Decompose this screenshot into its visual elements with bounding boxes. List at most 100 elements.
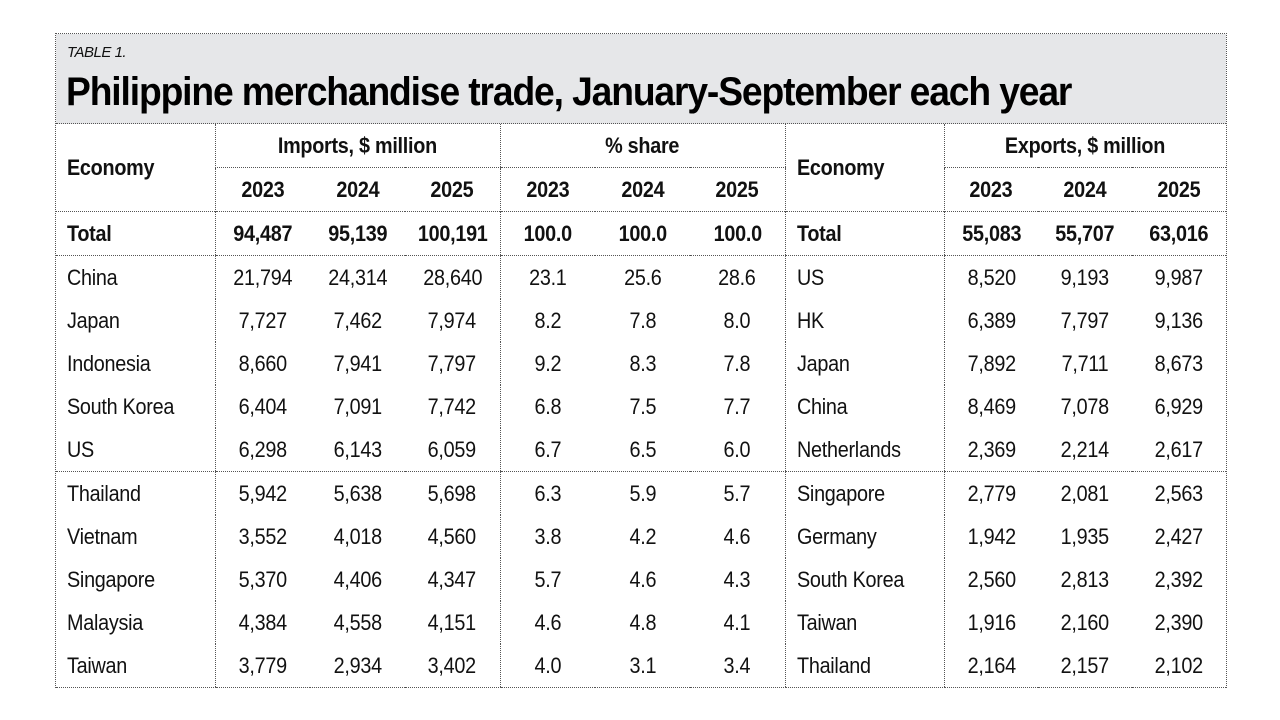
trade-table-frame: TABLE 1. Philippine merchandise trade, J…: [55, 33, 1227, 688]
import-value: 8,660: [214, 342, 310, 385]
import-value: 3,779: [214, 644, 310, 688]
export-value: 1,916: [943, 601, 1039, 644]
share-value: 6.7: [499, 428, 596, 472]
imports-total-label: Total: [56, 211, 215, 256]
share-value: 6.8: [499, 385, 596, 428]
share-value: 3.4: [690, 644, 786, 688]
imports-total-2025: 100,191: [405, 211, 501, 256]
share-value: 8.3: [629, 350, 656, 376]
share-value: 7.8: [723, 350, 751, 376]
import-economy: Vietnam: [67, 523, 138, 549]
export-economy: US: [784, 255, 945, 299]
share-value: 6.0: [690, 428, 786, 472]
import-value: 6,143: [310, 428, 405, 472]
import-value: 3,402: [405, 644, 501, 688]
imports-economy-header: Economy: [67, 154, 155, 180]
import-economy: Indonesia: [67, 350, 151, 376]
share-value: 4.6: [499, 601, 596, 644]
exports-total-2023: 55,083: [943, 211, 1039, 256]
import-value: 6,059: [405, 428, 501, 472]
share-group-header: % share: [499, 124, 786, 168]
share-value: 25.6: [623, 264, 662, 290]
import-economy: Malaysia: [67, 609, 143, 635]
import-value: 5,698: [428, 480, 477, 506]
exports-year-2024: 2024: [1063, 176, 1107, 202]
year-header-row: 2023 2024 2025 2023 2024 2025 2023 2024 …: [56, 167, 1226, 212]
exports-total-2025: 63,016: [1132, 211, 1227, 256]
export-economy: Netherlands: [784, 428, 945, 472]
share-value: 3.8: [499, 515, 596, 558]
import-value: 5,942: [214, 471, 310, 515]
table-row: Vietnam 3,552 4,018 4,560 3.8 4.2 4.6 Ge…: [56, 515, 1226, 558]
export-value: 1,935: [1060, 523, 1110, 549]
imports-group-header: Imports, $ million: [214, 124, 501, 168]
table-row: Japan 7,727 7,462 7,974 8.2 7.8 8.0 HK 6…: [56, 299, 1226, 342]
export-value: 8,520: [943, 255, 1039, 299]
export-value: 1,942: [943, 515, 1039, 558]
export-value: 9,136: [1154, 307, 1204, 333]
export-value: 2,160: [1060, 609, 1110, 635]
import-value: 5,638: [333, 480, 382, 506]
import-value: 4,347: [428, 566, 477, 592]
table-label: TABLE 1.: [67, 44, 127, 61]
imports-year-2024: 2024: [336, 176, 379, 202]
export-value: 2,157: [1038, 644, 1133, 688]
share-year-2024: 2024: [621, 176, 665, 202]
import-value: 28,640: [422, 264, 482, 290]
export-value: 9,987: [1154, 264, 1204, 290]
import-economy: US: [56, 428, 215, 472]
import-value: 7,091: [333, 393, 382, 419]
export-value: 2,563: [1154, 480, 1204, 506]
import-economy: South Korea: [67, 393, 175, 419]
import-economy: Thailand: [67, 480, 141, 506]
import-value: 3,552: [214, 515, 310, 558]
export-value: 6,389: [943, 299, 1039, 342]
import-value: 5,370: [214, 558, 310, 601]
import-value: 4,151: [428, 609, 477, 635]
export-value: 7,078: [1060, 393, 1110, 419]
table-title: Philippine merchandise trade, January-Se…: [66, 70, 1072, 114]
import-economy: Taiwan: [56, 644, 215, 688]
share-value: 4.6: [629, 566, 656, 592]
table-row: China 21,794 24,314 28,640 23.1 25.6 28.…: [56, 255, 1226, 299]
export-economy: Thailand: [784, 644, 945, 688]
export-value: 2,392: [1154, 566, 1204, 592]
share-value: 23.1: [499, 255, 596, 299]
import-value: 4,018: [333, 523, 382, 549]
share-value: 4.8: [629, 609, 656, 635]
share-value: 7.5: [629, 393, 656, 419]
import-value: 21,794: [214, 255, 310, 299]
export-value: 2,214: [1038, 428, 1133, 472]
import-value: 7,941: [333, 350, 382, 376]
import-value: 4,384: [214, 601, 310, 644]
export-value: 2,427: [1154, 523, 1204, 549]
import-value: 4,560: [428, 523, 477, 549]
import-economy: Singapore: [67, 566, 155, 592]
share-value: 4.3: [723, 566, 751, 592]
share-value: 8.0: [723, 307, 751, 333]
share-value: 6.3: [499, 471, 596, 515]
share-value: 5.7: [499, 558, 596, 601]
export-value: 2,779: [943, 471, 1039, 515]
export-value: 7,711: [1061, 350, 1109, 376]
share-value: 4.1: [723, 609, 751, 635]
export-value: 2,617: [1132, 428, 1227, 472]
share-value: 5.9: [629, 480, 656, 506]
export-economy: Germany: [784, 515, 945, 558]
export-value: 2,560: [943, 558, 1039, 601]
table-row: Singapore 5,370 4,406 4,347 5.7 4.6 4.3 …: [56, 558, 1226, 601]
import-value: 7,462: [333, 307, 382, 333]
export-value: 9,193: [1060, 264, 1110, 290]
table-row: South Korea 6,404 7,091 7,742 6.8 7.5 7.…: [56, 385, 1226, 428]
imports-total-2023: 94,487: [214, 211, 310, 256]
exports-total-2024: 55,707: [1038, 211, 1133, 256]
imports-year-2023: 2023: [214, 167, 310, 212]
share-value: 8.2: [499, 299, 596, 342]
import-value: 6,404: [214, 385, 310, 428]
title-band: TABLE 1. Philippine merchandise trade, J…: [56, 34, 1226, 124]
export-value: 7,892: [943, 342, 1039, 385]
import-value: 7,974: [428, 307, 477, 333]
share-value: 28.6: [718, 264, 757, 290]
share-year-2023: 2023: [499, 167, 596, 212]
share-value: 3.1: [595, 644, 691, 688]
